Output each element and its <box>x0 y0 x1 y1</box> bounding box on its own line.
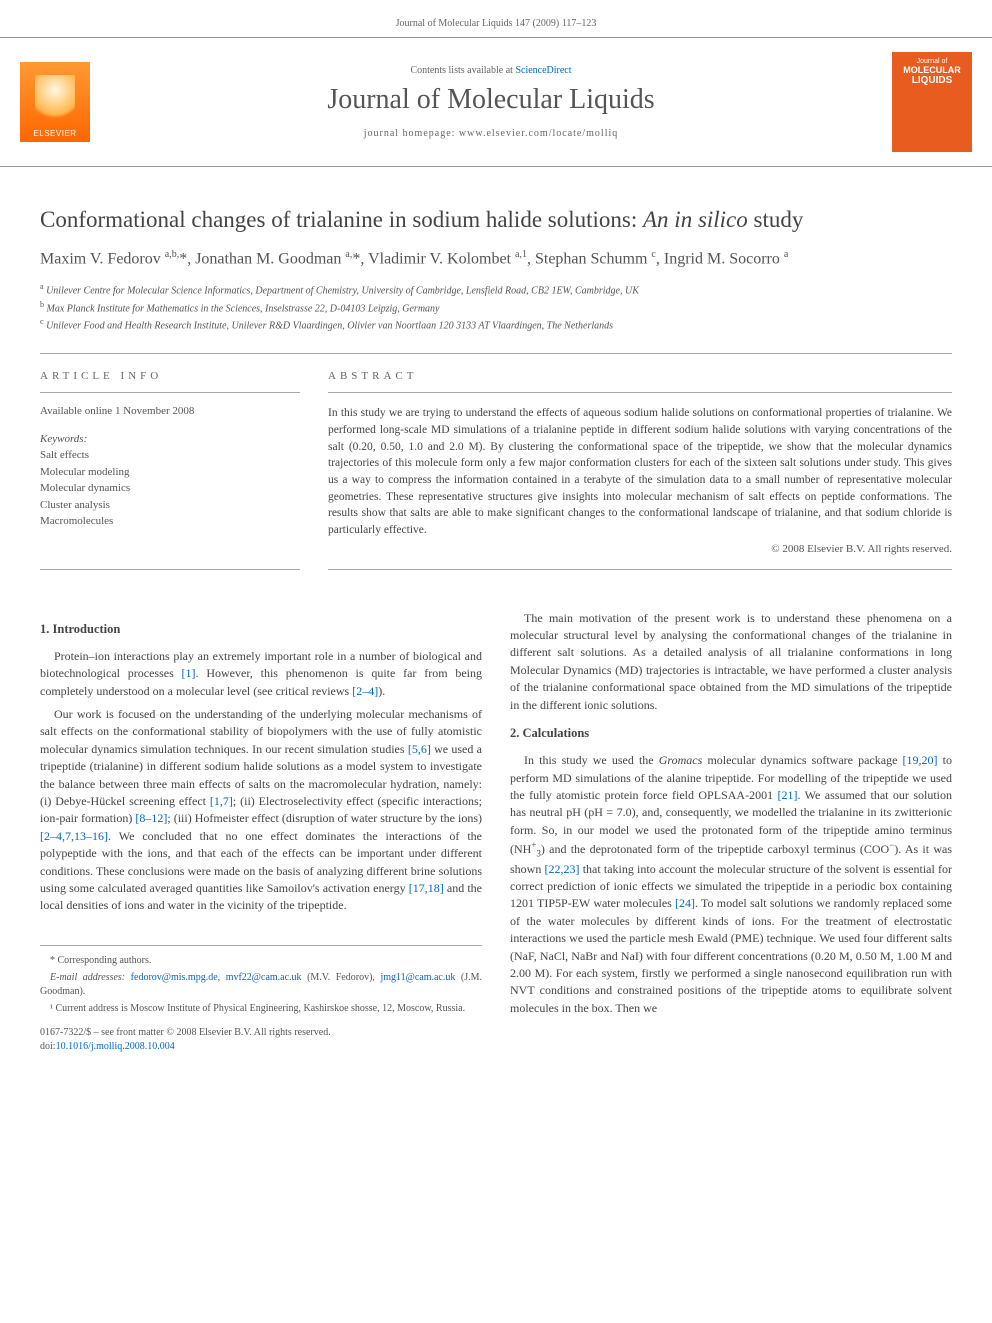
affiliation-line: c Unilever Food and Health Research Inst… <box>40 316 952 333</box>
banner-center: Contents lists available at ScienceDirec… <box>90 65 892 139</box>
keyword: Salt effects <box>40 447 300 464</box>
body-columns: 1. Introduction Protein–ion interactions… <box>0 594 992 1054</box>
intro-para-2: Our work is focused on the understanding… <box>40 706 482 915</box>
ref-link[interactable]: [21] <box>777 788 797 802</box>
cover-line2: MOLECULAR <box>903 65 961 75</box>
abstract-copyright: © 2008 Elsevier B.V. All rights reserved… <box>328 543 952 555</box>
ref-link[interactable]: [2–4,7,13–16] <box>40 829 108 843</box>
email-label: E-mail addresses: <box>50 972 125 983</box>
email-link[interactable]: mvf22@cam.ac.uk <box>226 972 302 983</box>
available-online: Available online 1 November 2008 <box>40 405 300 417</box>
footer-meta: 0167-7322/$ – see front matter © 2008 El… <box>40 1026 482 1054</box>
ref-link[interactable]: [2–4] <box>352 684 378 698</box>
email-link[interactable]: fedorov@mis.mpg.de <box>131 972 218 983</box>
ref-link[interactable]: [24] <box>675 896 695 910</box>
calc-text-a: In this study we used the <box>524 753 659 767</box>
journal-cover-thumb: Journal of MOLECULAR LIQUIDS <box>892 52 972 152</box>
left-column: 1. Introduction Protein–ion interactions… <box>40 610 482 1054</box>
cover-line1: Journal of <box>917 58 948 65</box>
article-title: Conformational changes of trialanine in … <box>0 167 992 247</box>
elsevier-logo: ELSEVIER <box>20 62 90 142</box>
ref-link[interactable]: [22,23] <box>545 862 580 876</box>
ref-link[interactable]: [1,7] <box>210 794 233 808</box>
running-header: Journal of Molecular Liquids 147 (2009) … <box>0 0 992 37</box>
calc-para-1: In this study we used the Gromacs molecu… <box>510 752 952 1017</box>
email-link[interactable]: jmg11@cam.ac.uk <box>380 972 455 983</box>
contents-available-line: Contents lists available at ScienceDirec… <box>90 65 892 76</box>
title-italic: An in silico <box>643 207 748 232</box>
email-name: (M.V. Fedorov), <box>302 972 375 983</box>
keyword: Molecular modeling <box>40 464 300 481</box>
title-main: Conformational changes of trialanine in … <box>40 207 643 232</box>
affiliation-line: b Max Planck Institute for Mathematics i… <box>40 299 952 316</box>
right-column: The main motivation of the present work … <box>510 610 952 1054</box>
doi-line: doi:10.1016/j.molliq.2008.10.004 <box>40 1040 482 1054</box>
keyword: Cluster analysis <box>40 497 300 514</box>
doi-link[interactable]: 10.1016/j.molliq.2008.10.004 <box>56 1041 175 1052</box>
keyword: Macromolecules <box>40 513 300 530</box>
keywords-list: Salt effectsMolecular modelingMolecular … <box>40 447 300 530</box>
ref-link[interactable]: [1] <box>182 666 196 680</box>
abstract-column: ABSTRACT In this study we are trying to … <box>328 370 952 569</box>
intro-para-3: The main motivation of the present work … <box>510 610 952 714</box>
title-tail: study <box>748 207 804 232</box>
ref-link[interactable]: [19,20] <box>903 753 938 767</box>
ref-link[interactable]: [5,6] <box>408 742 431 756</box>
section-calc-title: 2. Calculations <box>510 724 952 742</box>
publisher-name: ELSEVIER <box>33 129 76 138</box>
article-info-column: ARTICLE INFO Available online 1 November… <box>40 370 300 569</box>
journal-title: Journal of Molecular Liquids <box>90 84 892 116</box>
keyword: Molecular dynamics <box>40 480 300 497</box>
corresponding-label: * Corresponding authors. <box>40 954 482 968</box>
article-info-label: ARTICLE INFO <box>40 370 300 393</box>
ref-link[interactable]: [8–12] <box>135 811 167 825</box>
affiliations: a Unilever Centre for Molecular Science … <box>0 281 992 343</box>
intro-para-1: Protein–ion interactions play an extreme… <box>40 648 482 700</box>
affiliation-line: a Unilever Centre for Molecular Science … <box>40 281 952 298</box>
sciencedirect-link[interactable]: ScienceDirect <box>515 65 571 76</box>
contents-prefix: Contents lists available at <box>410 65 515 76</box>
issn-line: 0167-7322/$ – see front matter © 2008 El… <box>40 1026 482 1040</box>
author-list: Maxim V. Fedorov a,b,*, Jonathan M. Good… <box>0 247 992 281</box>
email-line: E-mail addresses: fedorov@mis.mpg.de, mv… <box>40 971 482 999</box>
footnotes: * Corresponding authors. E-mail addresse… <box>40 945 482 1016</box>
section-intro-title: 1. Introduction <box>40 620 482 638</box>
gromacs-italic: Gromacs <box>659 753 703 767</box>
doi-label: doi: <box>40 1041 56 1052</box>
cover-line3: LIQUIDS <box>912 75 953 86</box>
ref-link[interactable]: [17,18] <box>409 881 444 895</box>
footnote-1: ¹ Current address is Moscow Institute of… <box>40 1002 482 1016</box>
calc-text-b: molecular dynamics software package [19,… <box>510 753 952 1015</box>
keywords-label: Keywords: <box>40 433 300 445</box>
journal-homepage: journal homepage: www.elsevier.com/locat… <box>90 128 892 139</box>
journal-banner: ELSEVIER Contents lists available at Sci… <box>0 37 992 167</box>
elsevier-tree-icon <box>35 75 75 125</box>
abstract-text: In this study we are trying to understan… <box>328 405 952 538</box>
abstract-label: ABSTRACT <box>328 370 952 393</box>
